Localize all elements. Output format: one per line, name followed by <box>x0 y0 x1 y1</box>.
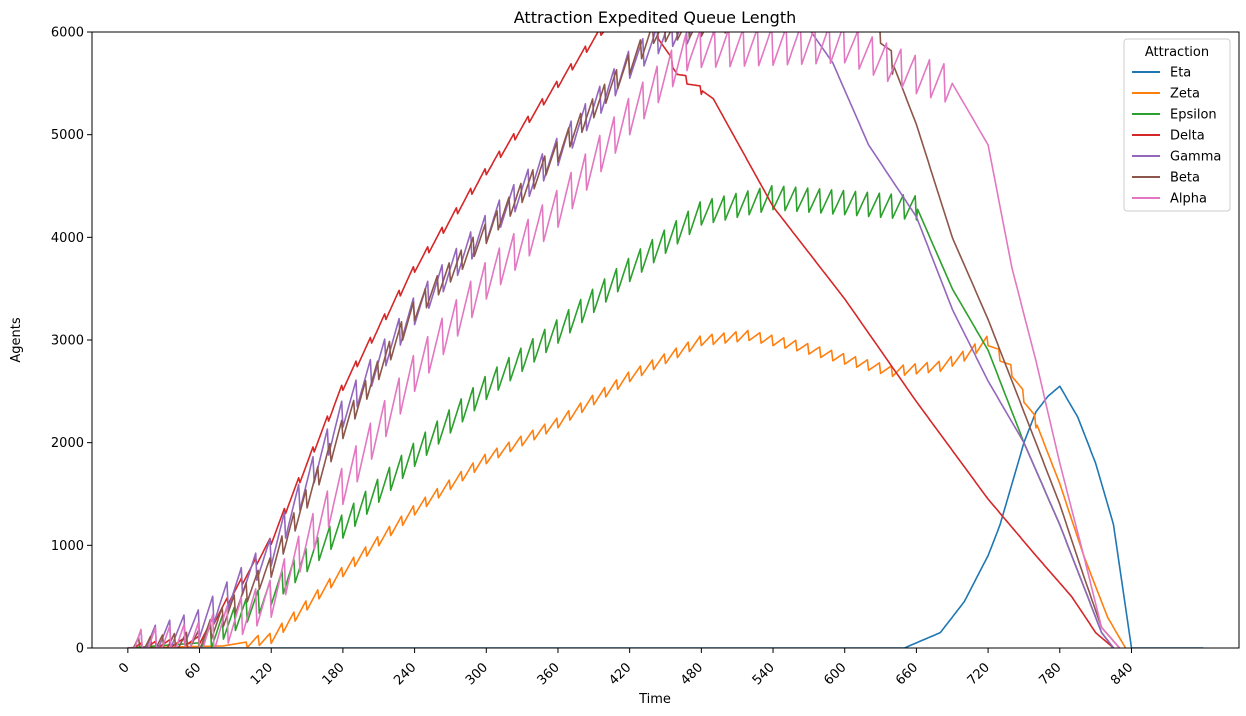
legend-frame <box>1123 38 1231 212</box>
legend-label-gamma: Gamma <box>1170 150 1221 165</box>
x-tick-label: 480 <box>678 660 706 688</box>
series-line-beta <box>127 32 1121 648</box>
legend-label-eta: Eta <box>1170 66 1191 81</box>
x-axis-label: Time <box>638 692 671 707</box>
y-tick-label: 6000 <box>51 26 84 41</box>
series-line-delta <box>127 32 1115 648</box>
y-tick-label: 3000 <box>51 334 84 349</box>
x-tick-label: 780 <box>1036 660 1064 688</box>
x-tick-label: 840 <box>1108 660 1136 688</box>
x-axis: 0 60 120 180 240 300 360 420 480 540 600 660 720 780 8… <box>116 648 1136 688</box>
y-axis: 0 1000 2000 3000 4000 5000 6000 <box>51 26 92 657</box>
y-tick-label: 4000 <box>51 231 84 246</box>
y-tick-label: 0 <box>76 642 84 657</box>
series-line-zeta <box>127 329 1127 648</box>
x-tick-label: 60 <box>182 660 204 682</box>
x-tick-label: 0 <box>116 660 132 676</box>
series-line-eta <box>127 385 1204 648</box>
y-tick-label: 5000 <box>51 128 84 143</box>
x-tick-label: 180 <box>320 660 348 688</box>
x-tick-label: 660 <box>893 660 921 688</box>
y-tick-label: 2000 <box>51 436 84 451</box>
x-tick-label: 540 <box>750 660 778 688</box>
x-tick-label: 600 <box>821 660 849 688</box>
legend-label-delta: Delta <box>1170 129 1205 144</box>
x-tick-label: 120 <box>248 660 276 688</box>
y-tick-label: 1000 <box>51 539 84 554</box>
chart-title: Attraction Expedited Queue Length <box>514 8 797 27</box>
legend-label-epsilon: Epsilon <box>1170 108 1217 123</box>
x-tick-label: 720 <box>965 660 993 688</box>
legend: Attraction Eta Zeta Epsilon Delta Gamma Beta A… <box>1123 38 1231 212</box>
series-line-epsilon <box>127 185 1115 648</box>
series-layer <box>127 32 1204 648</box>
legend-title: Attraction <box>1145 45 1209 60</box>
x-tick-label: 300 <box>463 660 491 688</box>
legend-label-zeta: Zeta <box>1170 87 1200 102</box>
x-tick-label: 420 <box>606 660 634 688</box>
legend-label-alpha: Alpha <box>1170 192 1207 207</box>
x-tick-label: 240 <box>391 660 419 688</box>
x-tick-label: 360 <box>535 660 563 688</box>
y-axis-label: Agents <box>9 317 24 362</box>
series-line-alpha <box>127 32 1121 648</box>
legend-label-beta: Beta <box>1170 171 1200 186</box>
